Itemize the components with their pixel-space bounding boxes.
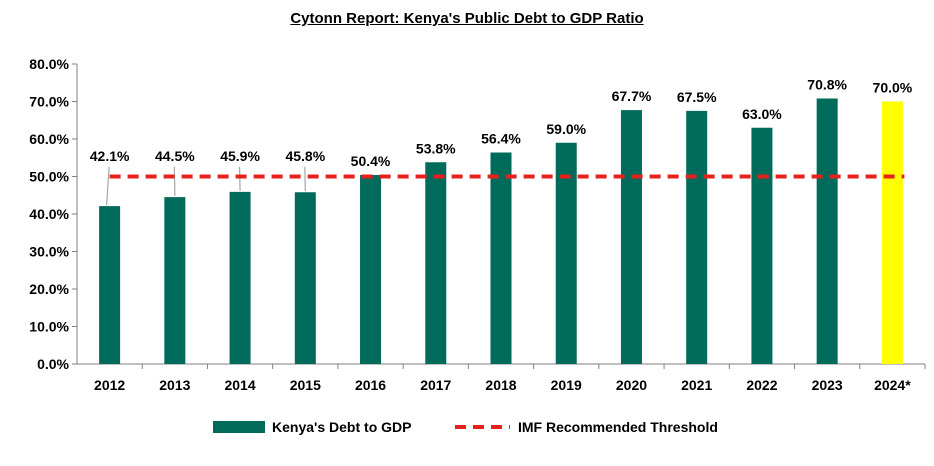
x-tick-label: 2020 [616,377,647,393]
bar [425,162,447,364]
x-tick-label: 2023 [812,377,843,393]
y-tick-label: 70.0% [29,94,69,110]
bar [164,197,186,364]
y-tick-label: 10.0% [29,319,69,335]
legend-label-threshold: IMF Recommended Threshold [518,419,718,435]
x-tick-label: 2024* [874,377,911,393]
y-tick-label: 30.0% [29,244,69,260]
bar [555,142,577,364]
x-tick-label: 2018 [485,377,516,393]
x-tick-label: 2012 [94,377,125,393]
x-tick-label: 2021 [681,377,712,393]
x-tick-label: 2022 [746,377,777,393]
data-label: 63.0% [742,106,782,122]
data-label: 50.4% [351,153,391,169]
chart-title: Cytonn Report: Kenya's Public Debt to GD… [290,10,644,27]
bar [686,110,708,364]
data-label: 56.4% [481,131,521,147]
x-tick-label: 2013 [159,377,190,393]
data-label: 70.8% [807,77,847,93]
leader-line [106,166,110,206]
bar [229,191,251,364]
y-tick-label: 60.0% [29,131,69,147]
leader-line [173,166,176,197]
y-tick-label: 40.0% [29,206,69,222]
bar [881,101,903,364]
data-label: 70.0% [873,80,913,96]
data-label: 45.9% [220,148,260,164]
x-tick-label: 2019 [551,377,582,393]
bar [620,110,642,364]
bar [99,206,121,364]
x-tick-label: 2016 [355,377,386,393]
data-label: 44.5% [155,148,195,164]
x-tick-label: 2017 [420,377,451,393]
y-tick-label: 80.0% [29,56,69,72]
y-tick-label: 50.0% [29,169,69,185]
y-tick-label: 20.0% [29,281,69,297]
data-label: 67.7% [612,88,652,104]
data-label: 53.8% [416,140,456,156]
leader-line [304,166,306,192]
x-tick-label: 2015 [290,377,321,393]
data-label: 45.8% [285,148,325,164]
data-label: 42.1% [90,148,130,164]
data-label: 59.0% [546,121,586,137]
bar [751,127,773,364]
bar [490,152,512,364]
leader-line [238,166,241,191]
data-label: 67.5% [677,89,717,105]
bar [816,98,838,364]
bar [360,175,382,364]
legend-swatch-debt [213,421,265,433]
legend-label-debt: Kenya's Debt to GDP [272,419,411,435]
x-tick-label: 2014 [224,377,255,393]
bar [294,192,316,364]
y-tick-label: 0.0% [37,356,69,372]
